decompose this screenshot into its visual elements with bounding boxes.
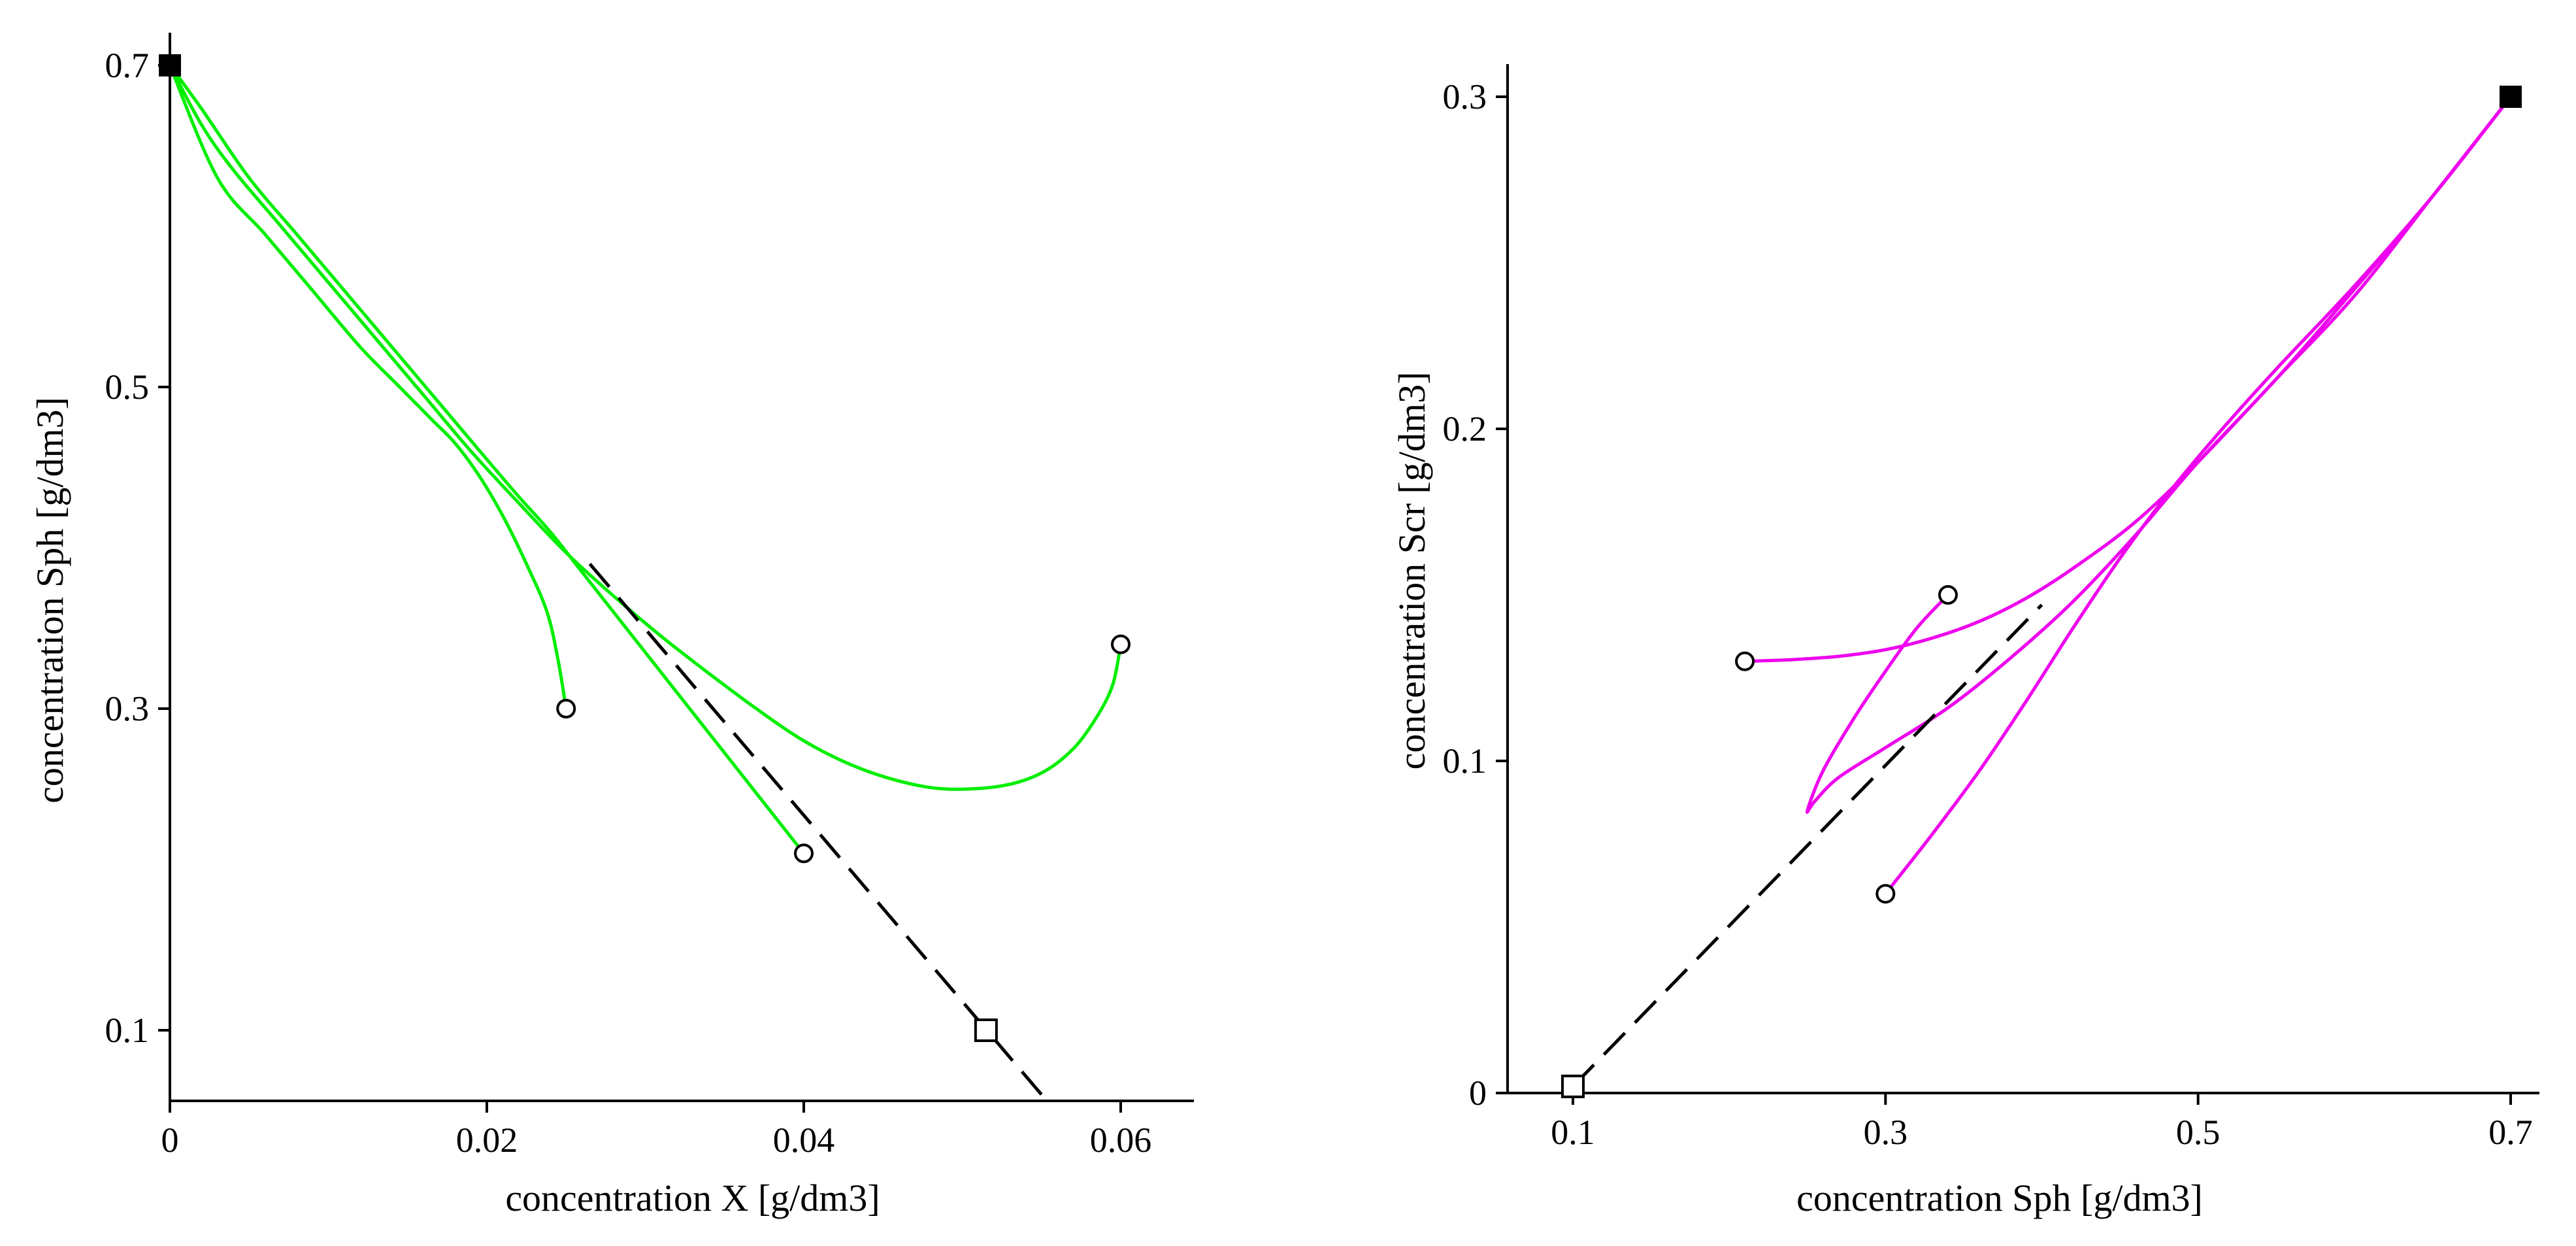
right-x-tick-label: 0.3	[1864, 1113, 1908, 1152]
left-x-tick-label: 0.04	[773, 1120, 835, 1160]
right-marker-initial-point-2	[1875, 884, 1896, 904]
left-ticks: 0 0.02 0.04 0.06 0.1 0.3 0.5 0.7	[105, 46, 1152, 1160]
right-x-tick-label: 0.7	[2488, 1113, 2533, 1152]
left-x-axis-title: concentration X [g/dm3]	[505, 1177, 880, 1219]
left-series-reference-line	[588, 562, 1043, 1096]
left-marker-initial-point-3	[1111, 634, 1131, 654]
left-series-trajectory-2	[168, 63, 806, 855]
left-chart-panel: 0 0.02 0.04 0.06 0.1 0.3 0.5 0.7 concentration …	[29, 33, 1194, 1219]
right-marker-start-point	[2500, 86, 2522, 108]
right-ticks: 0.1 0.3 0.5 0.7 0 0.1 0.2 0.3	[1443, 77, 2533, 1152]
right-chart-panel: 0.1 0.3 0.5 0.7 0 0.1 0.2 0.3 concentration Sph…	[1391, 64, 2539, 1219]
left-y-axis-title: concentration Sph [g/dm3]	[29, 397, 71, 803]
left-x-tick-label: 0	[161, 1120, 179, 1160]
right-y-tick-label: 0	[1469, 1073, 1487, 1113]
right-marker-equilibrium-point	[1561, 1074, 1585, 1098]
right-marker-initial-point-1	[1735, 651, 1755, 671]
left-x-tick-label: 0.06	[1090, 1120, 1152, 1160]
left-plot-area	[169, 33, 1194, 1102]
left-series-trajectory-3	[168, 63, 1123, 791]
right-x-tick-label: 0.5	[2176, 1113, 2221, 1152]
right-marker-initial-point-3	[1938, 585, 1958, 605]
left-series	[168, 63, 1123, 1096]
left-series-trajectory-1	[168, 63, 568, 711]
left-markers	[159, 54, 1131, 1042]
right-y-tick-label: 0.3	[1443, 77, 1487, 116]
left-y-tick-label: 0.1	[105, 1011, 150, 1050]
right-x-axis-title: concentration Sph [g/dm3]	[1796, 1177, 2203, 1219]
right-markers	[1561, 86, 2522, 1098]
left-x-tick-label: 0.02	[456, 1120, 518, 1160]
left-marker-start-point	[159, 54, 181, 76]
right-plot-area	[1506, 64, 2539, 1094]
right-y-axis-title: concentration Scr [g/dm3]	[1391, 372, 1433, 770]
right-x-tick-label: 0.1	[1551, 1113, 1595, 1152]
right-y-tick-label: 0.1	[1443, 741, 1487, 781]
right-y-tick-label: 0.2	[1443, 409, 1487, 448]
left-marker-initial-point-1	[556, 699, 576, 718]
right-series-trajectory-1	[1743, 95, 2513, 664]
left-y-tick-label: 0.5	[105, 367, 150, 407]
right-series-trajectory-3	[1805, 95, 2513, 814]
left-marker-initial-point-2	[794, 843, 814, 864]
left-y-tick-label: 0.7	[105, 46, 150, 85]
right-series-reference-line	[1572, 603, 2043, 1088]
left-marker-equilibrium-point	[974, 1019, 998, 1042]
right-series	[1572, 95, 2513, 1088]
left-y-tick-label: 0.3	[105, 689, 150, 728]
